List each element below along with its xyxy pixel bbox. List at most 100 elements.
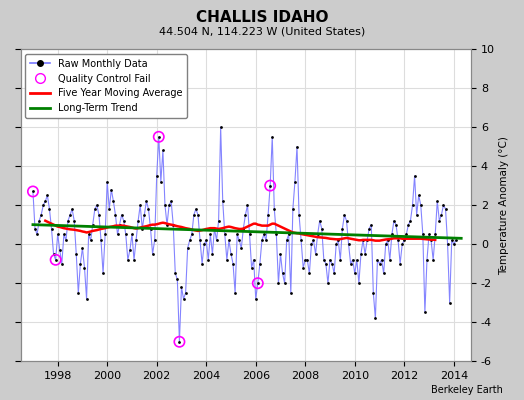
Point: [86, 237, 95, 244]
Point: [198, 260, 206, 267]
Point: [390, 218, 398, 224]
Point: [437, 212, 445, 218]
Point: [351, 270, 359, 277]
Point: [417, 202, 425, 208]
Point: [155, 134, 163, 140]
Point: [190, 212, 198, 218]
Point: [315, 218, 324, 224]
Point: [43, 192, 51, 198]
Point: [388, 231, 396, 238]
Point: [330, 270, 339, 277]
Point: [282, 237, 291, 244]
Point: [229, 260, 237, 267]
Point: [254, 280, 262, 286]
Point: [152, 173, 161, 179]
Point: [348, 256, 357, 263]
Point: [111, 212, 119, 218]
Point: [51, 256, 60, 263]
Point: [89, 222, 97, 228]
Point: [299, 264, 308, 271]
Point: [340, 212, 348, 218]
Point: [384, 237, 392, 244]
Point: [254, 280, 262, 286]
Point: [185, 237, 194, 244]
Point: [188, 231, 196, 238]
Point: [146, 225, 155, 232]
Point: [225, 237, 233, 244]
Point: [80, 264, 89, 271]
Point: [109, 198, 117, 204]
Point: [245, 231, 254, 238]
Point: [313, 231, 322, 238]
Point: [266, 182, 275, 189]
Point: [256, 260, 264, 267]
Point: [338, 225, 346, 232]
Point: [423, 256, 431, 263]
Point: [433, 198, 441, 204]
Point: [72, 251, 81, 257]
Point: [51, 256, 60, 263]
Point: [136, 202, 145, 208]
Point: [140, 212, 148, 218]
Point: [91, 206, 99, 212]
Point: [119, 218, 128, 224]
Point: [161, 202, 169, 208]
Point: [322, 260, 330, 267]
Point: [204, 256, 212, 263]
Point: [311, 251, 320, 257]
Point: [113, 231, 122, 238]
Point: [47, 225, 56, 232]
Point: [381, 241, 390, 247]
Point: [274, 280, 282, 286]
Point: [175, 338, 183, 345]
Point: [126, 247, 134, 253]
Point: [365, 225, 374, 232]
Point: [208, 251, 216, 257]
Point: [398, 241, 407, 247]
Point: [62, 237, 70, 244]
Point: [406, 218, 414, 224]
Point: [169, 222, 178, 228]
Point: [353, 256, 361, 263]
Point: [303, 256, 311, 263]
Point: [291, 178, 299, 185]
Point: [425, 231, 433, 238]
Point: [400, 237, 409, 244]
Point: [124, 256, 132, 263]
Point: [414, 192, 423, 198]
Point: [76, 260, 84, 267]
Point: [243, 202, 252, 208]
Point: [148, 251, 157, 257]
Point: [369, 290, 377, 296]
Point: [326, 256, 334, 263]
Point: [287, 290, 295, 296]
Point: [70, 218, 79, 224]
Point: [427, 237, 435, 244]
Point: [346, 260, 355, 267]
Point: [231, 290, 239, 296]
Point: [130, 256, 138, 263]
Point: [307, 241, 315, 247]
Point: [260, 231, 268, 238]
Point: [375, 260, 384, 267]
Point: [82, 296, 91, 302]
Point: [357, 251, 365, 257]
Point: [177, 284, 185, 290]
Point: [262, 237, 270, 244]
Point: [39, 202, 48, 208]
Point: [200, 241, 209, 247]
Point: [441, 206, 450, 212]
Point: [359, 237, 367, 244]
Point: [233, 231, 242, 238]
Point: [144, 206, 152, 212]
Point: [78, 245, 86, 251]
Point: [332, 241, 341, 247]
Point: [221, 231, 229, 238]
Point: [396, 260, 405, 267]
Point: [122, 231, 130, 238]
Point: [227, 251, 235, 257]
Point: [377, 256, 386, 263]
Point: [196, 237, 204, 244]
Point: [435, 218, 443, 224]
Point: [68, 206, 77, 212]
